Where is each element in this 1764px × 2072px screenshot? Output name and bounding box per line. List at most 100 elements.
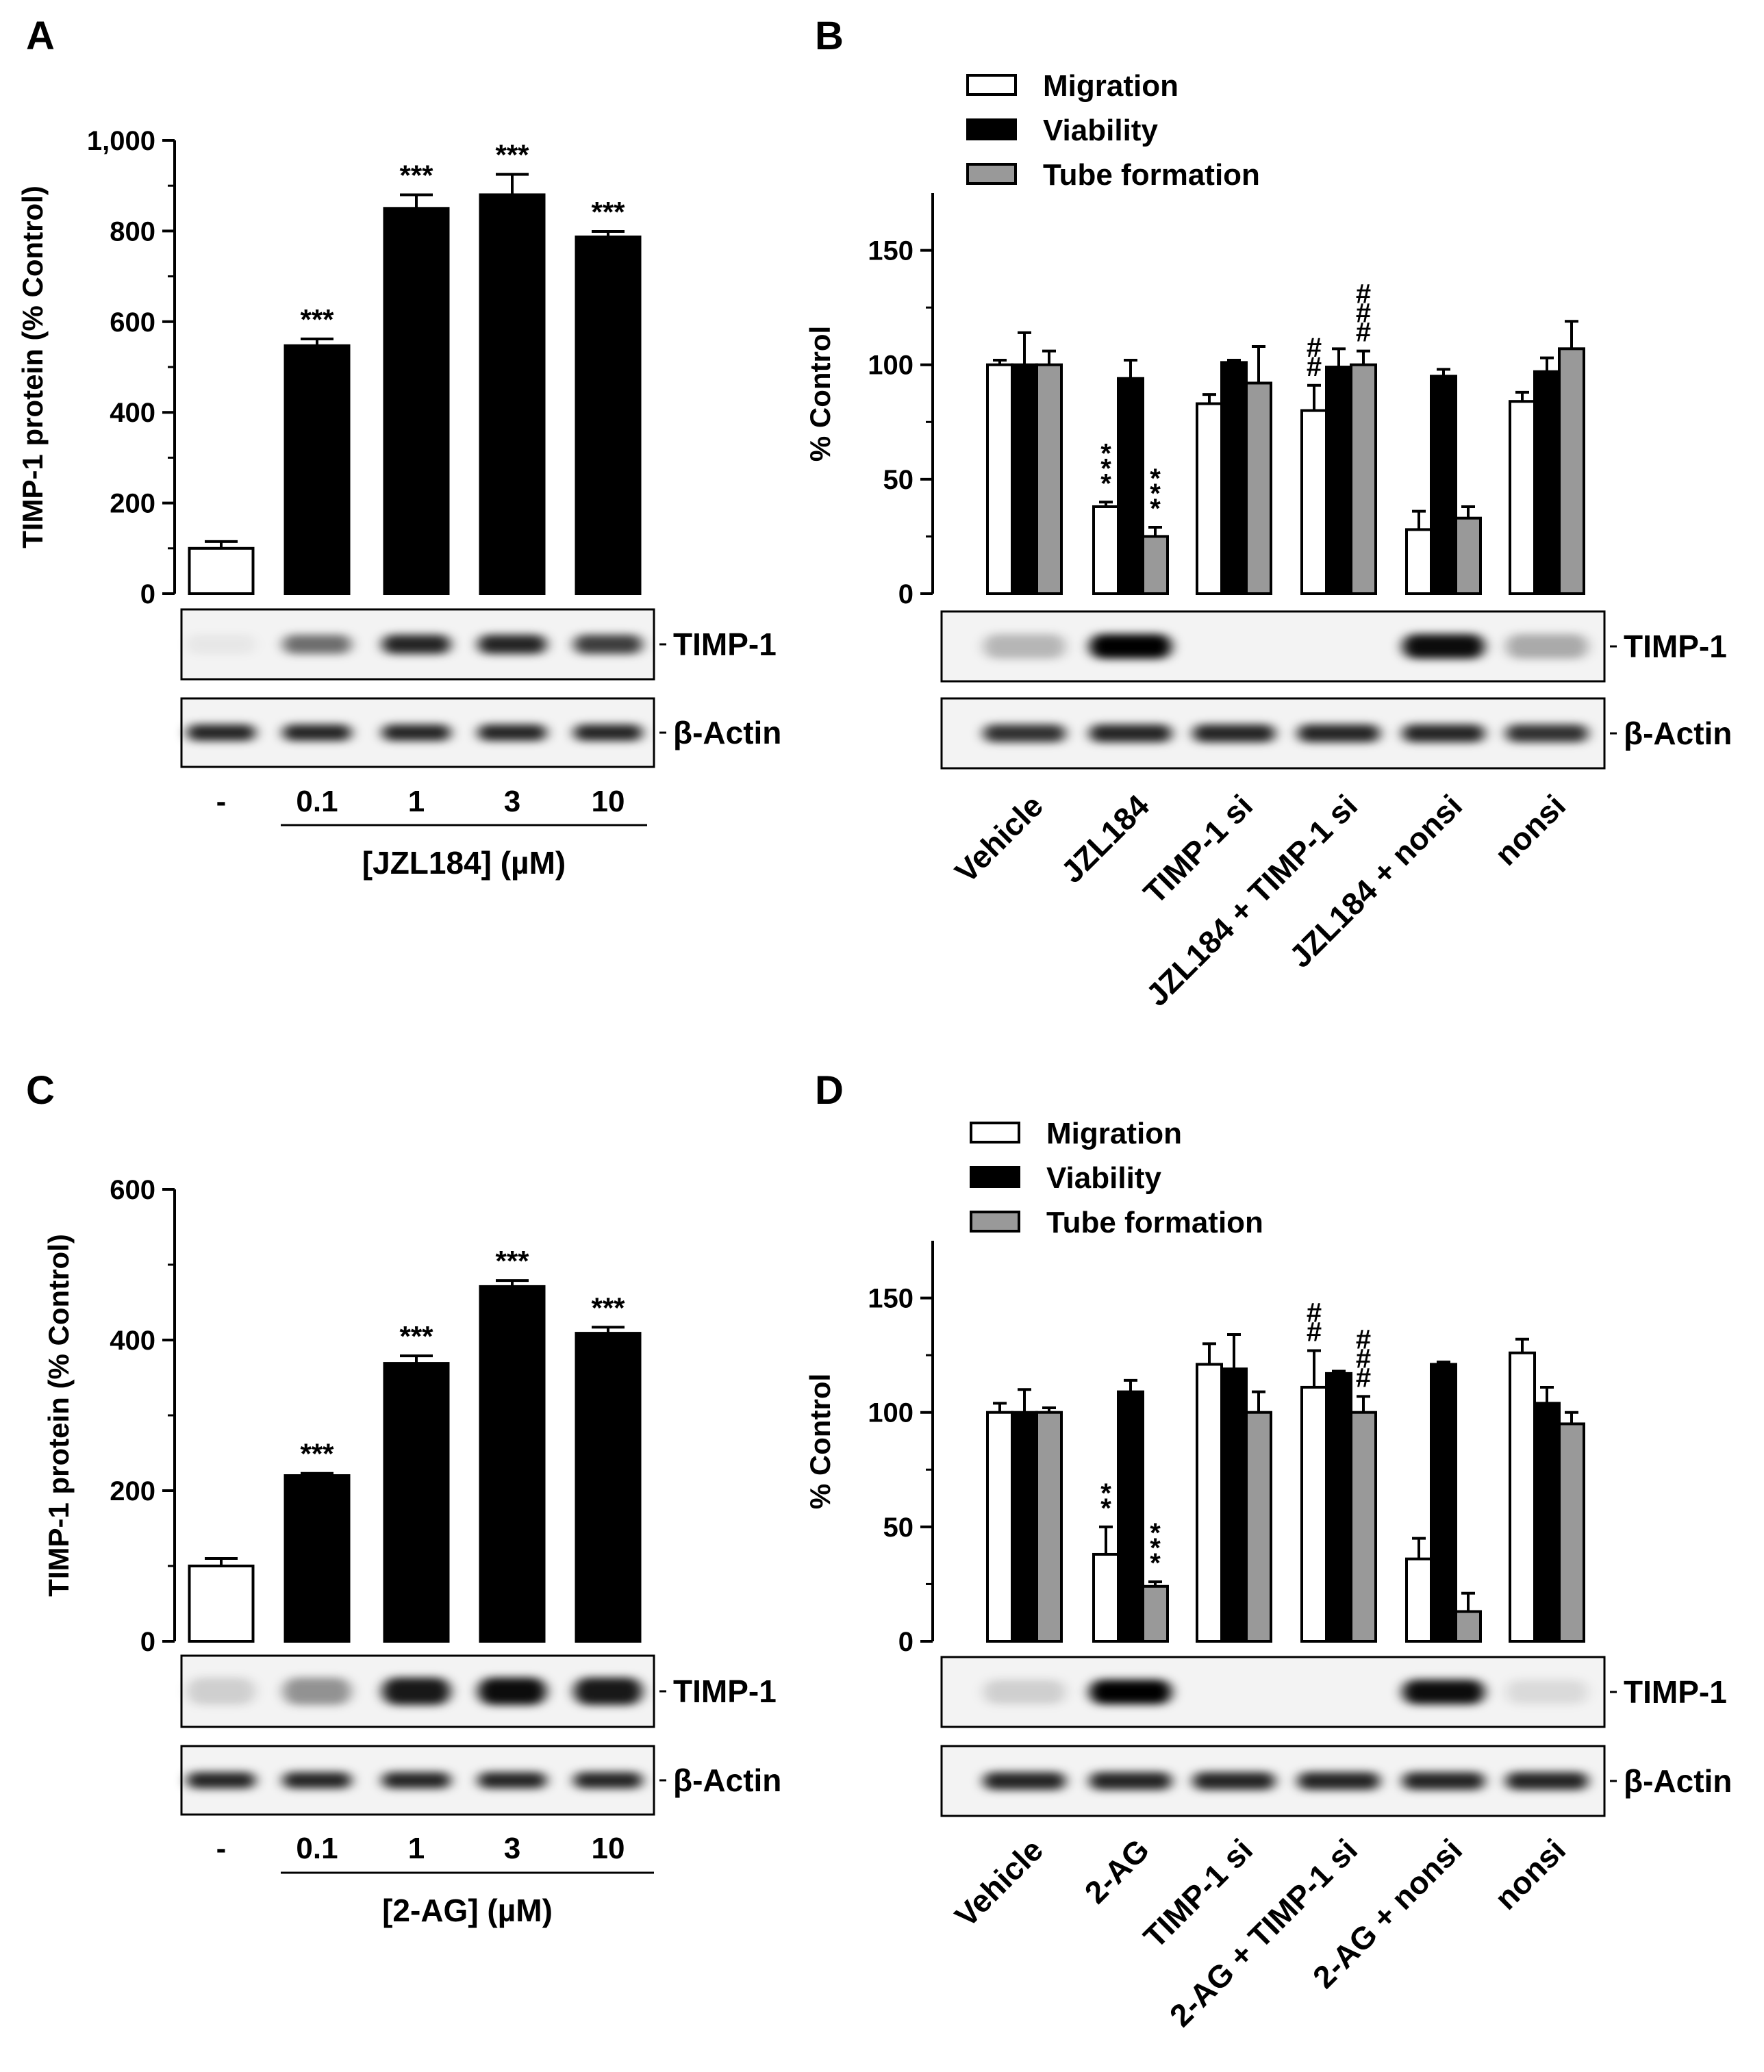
blot-band — [283, 1772, 351, 1789]
y-tick-label: 400 — [110, 398, 155, 428]
y-tick-label: 100 — [868, 1398, 914, 1428]
bar — [1300, 409, 1328, 595]
blot-band — [1506, 634, 1588, 659]
y-tick-label: 0 — [140, 1627, 155, 1657]
y-tick-label: 0 — [898, 1627, 914, 1657]
significance-label: *** — [591, 1291, 625, 1324]
x-category-label: 0.1 — [296, 1832, 338, 1865]
bar — [1558, 1422, 1585, 1643]
legend-swatch — [970, 1166, 1020, 1188]
x-category-label: JZL184 — [1054, 787, 1156, 889]
legend-swatch — [966, 163, 1017, 185]
bar — [1245, 381, 1272, 595]
x-axis-title: [2-AG] (µM) — [382, 1893, 553, 1928]
x-category-label: 2-AG + TIMP-1 si — [1163, 1832, 1364, 2033]
bar — [1325, 366, 1352, 595]
blot-band — [983, 1772, 1066, 1790]
blot-band — [1506, 724, 1588, 742]
blot-band — [983, 724, 1066, 742]
bar — [1011, 363, 1038, 595]
significance-label: *** — [300, 303, 334, 336]
legend-label: Migration — [1043, 69, 1179, 103]
bar — [1011, 1411, 1038, 1643]
x-category-label: 1 — [408, 1832, 425, 1865]
legend-label: Tube formation — [1046, 1206, 1263, 1239]
y-tick-label: 150 — [868, 1284, 914, 1314]
blot-label: TIMP-1 — [1624, 629, 1727, 664]
panel-b-letter: B — [815, 14, 844, 58]
blot-band — [1089, 634, 1172, 659]
bar — [1430, 375, 1457, 596]
y-tick-label: 600 — [110, 1175, 155, 1205]
bar — [479, 193, 546, 595]
legend-label: Tube formation — [1043, 158, 1260, 192]
blot-band — [1402, 724, 1485, 742]
blot-band — [1089, 1680, 1172, 1704]
y-tick-label: 0 — [140, 579, 155, 609]
blot-label: β-Actin — [1624, 1763, 1732, 1799]
svg-text:C: C — [26, 1068, 55, 1113]
y-tick-label: 100 — [868, 351, 914, 381]
blot-label: β-Actin — [673, 1763, 781, 1798]
bar — [1350, 363, 1377, 595]
y-tick-label: 150 — [868, 236, 914, 266]
x-category-label: 10 — [592, 785, 625, 818]
bar — [1117, 377, 1144, 595]
blot-band — [382, 635, 451, 654]
x-category-label: nonsi — [1488, 787, 1573, 872]
blot-band — [1402, 634, 1485, 659]
x-category-label: 10 — [592, 1832, 625, 1865]
significance-label: *** — [300, 1438, 334, 1470]
blot-band — [1298, 1772, 1380, 1790]
svg-text:A: A — [26, 14, 55, 58]
significance-label: ** — [1100, 1478, 1111, 1524]
blot-label: β-Actin — [673, 715, 781, 750]
x-category-label: - — [216, 1832, 227, 1865]
x-category-label: 2-AG — [1078, 1832, 1156, 1910]
significance-label: # # — [1307, 333, 1322, 382]
y-tick-label: 1,000 — [87, 126, 155, 156]
blot-band — [478, 635, 546, 654]
bar — [284, 1474, 351, 1643]
bar — [575, 236, 642, 596]
significance-label: *** — [591, 196, 625, 228]
y-tick-label: 50 — [883, 465, 914, 495]
legend-swatch — [966, 74, 1017, 96]
blot-band — [983, 634, 1066, 659]
blot-label: TIMP-1 — [1624, 1674, 1727, 1710]
blot-label: β-Actin — [1624, 716, 1732, 751]
blot-band — [1089, 1772, 1172, 1790]
bar — [188, 1565, 255, 1643]
bar — [1220, 1367, 1248, 1643]
significance-label: # # # — [1356, 1324, 1371, 1393]
x-category-label: 3 — [504, 785, 520, 818]
significance-label: # # # — [1356, 279, 1371, 348]
x-category-label: nonsi — [1488, 1832, 1573, 1917]
bar — [1142, 535, 1169, 596]
bar — [1117, 1390, 1144, 1643]
y-axis-title: % Control — [804, 326, 836, 462]
bar — [1350, 1411, 1377, 1643]
panel-a-letter: A — [26, 14, 55, 58]
blot-band — [187, 1772, 255, 1789]
x-category-label: Vehicle — [948, 1832, 1050, 1934]
y-tick-label: 400 — [110, 1326, 155, 1356]
x-axis-title: [JZL184] (µM) — [362, 845, 566, 881]
blot-band — [382, 724, 451, 741]
bar — [284, 344, 351, 595]
bar — [986, 1411, 1013, 1643]
blot-band — [382, 1678, 451, 1705]
blot-band — [478, 724, 546, 741]
bar — [1405, 1557, 1433, 1643]
bar — [383, 1362, 450, 1643]
bar — [1325, 1372, 1352, 1643]
blot-band — [1089, 724, 1172, 742]
blot-band — [1402, 1680, 1485, 1704]
blot-band — [574, 1772, 642, 1789]
panel-b: 0 50 100 150 % Control Migration Viability Tube… — [804, 69, 1732, 1013]
blot-band — [1506, 1680, 1588, 1704]
bar — [1035, 363, 1063, 595]
legend-label: Viability — [1043, 114, 1158, 147]
blot-band — [283, 635, 351, 654]
